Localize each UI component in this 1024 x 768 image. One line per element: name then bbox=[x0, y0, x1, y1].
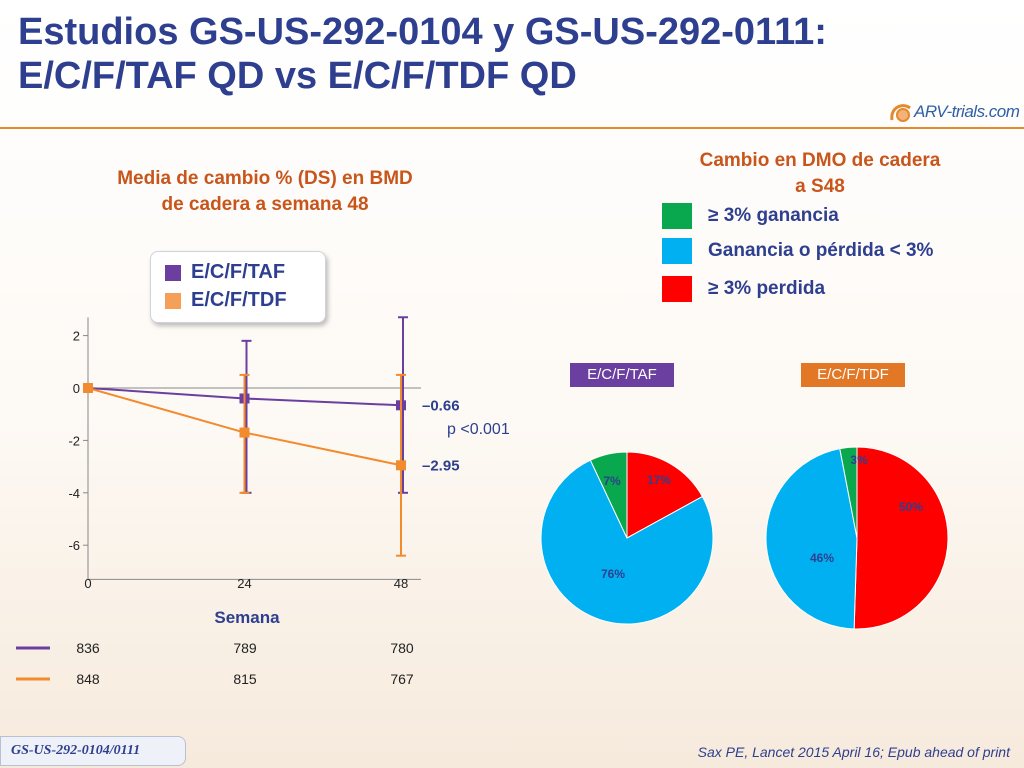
logo-text: ARV-trials.com bbox=[914, 102, 1020, 121]
pie-legend-label-loss: ≥ 3% perdida bbox=[708, 278, 826, 299]
legend-item-tdf: E/C/F/TDF bbox=[165, 289, 287, 312]
y-tick-label: -6 bbox=[68, 538, 80, 553]
x-tick-label: 24 bbox=[237, 576, 251, 591]
pie-legend-label-gain: ≥ 3% ganancia bbox=[708, 205, 839, 226]
pie-slice-label: 76% bbox=[601, 567, 625, 581]
data-point bbox=[239, 427, 250, 438]
data-point bbox=[396, 460, 406, 471]
pie-slice bbox=[853, 446, 949, 630]
pie-slice bbox=[626, 451, 704, 539]
line-chart-subtitle: Media de cambio % (DS) en BMD de cadera … bbox=[117, 168, 413, 215]
y-tick-label: 0 bbox=[73, 381, 80, 396]
pie-legend-item-loss: ≥ 3% perdida bbox=[662, 276, 825, 302]
n-at-risk-value: 836 bbox=[76, 640, 100, 656]
pie-slice bbox=[589, 451, 628, 539]
legend-label-tdf: E/C/F/TDF bbox=[191, 289, 287, 311]
pie-slice bbox=[839, 446, 858, 539]
footer-citation: Sax PE, Lancet 2015 April 16; Epub ahead… bbox=[697, 744, 1010, 760]
legend-swatch-tdf bbox=[165, 292, 181, 309]
title-line-1: Estudios GS-US-292-0104 y GS-US-292-0111… bbox=[18, 11, 827, 53]
p-value-label: p <0.001 bbox=[447, 421, 510, 438]
y-tick-label: -4 bbox=[68, 486, 80, 501]
pie-slice-label: 50% bbox=[899, 500, 923, 514]
n-at-risk-value: 767 bbox=[390, 671, 414, 687]
title-line-2: E/C/F/TAF QD vs E/C/F/TDF QD bbox=[18, 55, 577, 97]
x-axis-label: Semana bbox=[214, 608, 280, 627]
data-point bbox=[83, 383, 93, 393]
series-end-label: –0.66 bbox=[422, 397, 460, 414]
n-at-risk-value: 789 bbox=[233, 640, 257, 656]
legend-label-taf: E/C/F/TAF bbox=[191, 261, 286, 283]
y-tick-label: -2 bbox=[68, 433, 80, 448]
pie-badge-taf: E/C/F/TAF bbox=[570, 363, 674, 387]
pie-legend-item-neutral: Ganancia o pérdida < 3% bbox=[662, 238, 933, 264]
y-tick-label: 2 bbox=[73, 329, 80, 344]
pie-charts: 17% 76% 7% 50% 46% 3% bbox=[540, 446, 949, 630]
legend-item-taf: E/C/F/TAF bbox=[165, 261, 285, 284]
pie-legend-swatch-gain bbox=[662, 203, 692, 229]
x-tick-label: 0 bbox=[84, 576, 91, 591]
pie-slice-label: 17% bbox=[647, 473, 671, 487]
pie-slice-label: 3% bbox=[850, 453, 868, 467]
line-chart-legend: E/C/F/TAF E/C/F/TDF bbox=[150, 251, 326, 323]
pie-slice-label: 7% bbox=[603, 474, 621, 488]
pie-slice bbox=[765, 448, 858, 630]
pie-legend-swatch-neutral bbox=[662, 238, 692, 264]
n-at-risk-value: 780 bbox=[390, 640, 414, 656]
line-chart: 2 0 -2 -4 -6 0 24 48 Semana –0.66 –2.95 p <0.001 836… bbox=[16, 316, 510, 687]
pie-badge-tdf: E/C/F/TDF bbox=[801, 363, 905, 387]
pie-chart-subtitle: Cambio en DMO de cadera a S48 bbox=[699, 150, 941, 197]
series-end-label: –2.95 bbox=[422, 457, 460, 474]
pie-0: 17% 76% 7% bbox=[540, 451, 714, 625]
pie-legend-swatch-loss bbox=[662, 276, 692, 302]
pie-1: 50% 46% 3% bbox=[765, 446, 949, 630]
pie-legend-item-gain: ≥ 3% ganancia bbox=[662, 203, 839, 229]
n-at-risk-value: 815 bbox=[233, 671, 257, 687]
series-1: –2.95 bbox=[83, 373, 460, 557]
footer-study-id: GS-US-292-0104/0111 bbox=[0, 736, 186, 766]
pie-slice bbox=[540, 459, 714, 625]
pie-slice-label: 46% bbox=[810, 551, 834, 565]
n-at-risk-value: 848 bbox=[76, 671, 100, 687]
page-title: Estudios GS-US-292-0104 y GS-US-292-0111… bbox=[18, 10, 878, 98]
title-divider bbox=[0, 127, 1024, 129]
x-tick-label: 48 bbox=[394, 576, 408, 591]
arv-trials-logo bbox=[890, 104, 911, 122]
legend-swatch-taf bbox=[165, 264, 181, 281]
pie-legend-label-neutral: Ganancia o pérdida < 3% bbox=[708, 240, 934, 261]
